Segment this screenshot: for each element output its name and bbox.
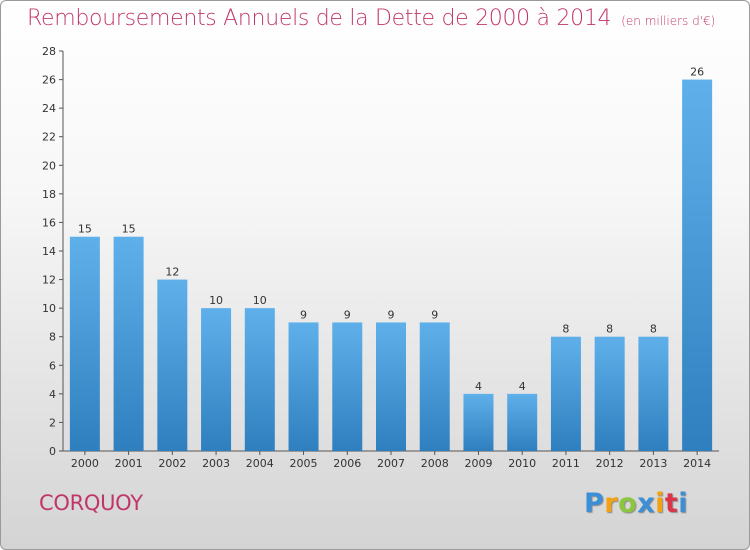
bar-2008 (419, 322, 450, 451)
logo-letter: P (584, 488, 605, 519)
bar-2010 (507, 393, 538, 451)
value-label: 9 (388, 308, 395, 321)
value-label: 26 (690, 66, 704, 79)
bar-2006 (332, 322, 363, 451)
value-label: 9 (300, 308, 307, 321)
bar-2001 (113, 236, 144, 451)
x-tick-label: 2009 (464, 457, 492, 470)
bar-2007 (376, 322, 406, 451)
value-label: 10 (253, 294, 267, 307)
x-tick-label: 2010 (508, 457, 536, 470)
proxiti-logo: Proxiti (584, 488, 688, 519)
chart-title: Remboursements Annuels de la Dette de 20… (27, 6, 715, 31)
x-tick-label: 2003 (202, 457, 230, 470)
bar-2003 (201, 308, 232, 451)
place-name: CORQUOY (39, 491, 143, 515)
x-tick-label: 2005 (290, 457, 318, 470)
y-tick-label: 28 (42, 45, 56, 58)
logo-letter: x (637, 488, 656, 519)
logo-letter: r (604, 488, 619, 519)
value-label: 8 (650, 323, 657, 336)
y-tick-label: 14 (42, 245, 56, 258)
logo-letter: i (678, 488, 689, 519)
value-label: 9 (431, 308, 438, 321)
y-tick-label: 22 (42, 131, 56, 144)
y-tick-label: 2 (49, 416, 56, 429)
value-label: 4 (519, 380, 526, 393)
x-tick-label: 2008 (421, 457, 449, 470)
bar-2009 (463, 393, 494, 451)
value-label: 15 (78, 223, 92, 236)
bar-2005 (288, 322, 319, 451)
data-labels: 15 15 12 10 10 9 9 9 9 4 4 8 8 8 26 (78, 66, 704, 393)
bar-2012 (594, 336, 625, 451)
bar-2013 (638, 336, 669, 451)
logo-letter: i (655, 488, 665, 519)
y-tick-label: 26 (42, 74, 56, 87)
value-label: 9 (344, 308, 351, 321)
value-label: 12 (165, 266, 179, 279)
y-tick-label: 12 (42, 274, 56, 287)
x-tick-label: 2012 (596, 457, 624, 470)
x-tick-label: 2014 (683, 457, 711, 470)
value-label: 15 (122, 223, 136, 236)
x-tick-label: 2006 (333, 457, 361, 470)
x-tick-label: 2007 (377, 457, 405, 470)
y-tick-label: 4 (49, 388, 56, 401)
y-tick-label: 16 (42, 216, 56, 229)
y-tick-label: 20 (42, 159, 56, 172)
x-tick-label: 2001 (115, 457, 143, 470)
bar-2004 (244, 308, 275, 451)
y-tick-label: 6 (49, 359, 56, 372)
value-label: 8 (562, 323, 569, 336)
x-tick-label: 2011 (552, 457, 580, 470)
bar-2014 (682, 79, 713, 452)
value-label: 10 (209, 294, 223, 307)
chart-title-main: Remboursements Annuels de la Dette de 20… (27, 6, 612, 31)
y-tick-label: 10 (42, 302, 56, 315)
y-tick-label: 24 (42, 102, 56, 115)
bars (69, 79, 713, 452)
x-axis: 2000 2001 2002 2003 2004 2005 2006 2007 2008 2009… (63, 450, 719, 470)
x-tick-label: 2013 (639, 457, 667, 470)
x-tick-label: 2004 (246, 457, 274, 470)
logo-letter: o (618, 488, 638, 519)
y-tick-label: 8 (49, 331, 56, 344)
x-tick-label: 2000 (71, 457, 99, 470)
bar-2002 (157, 279, 188, 451)
y-tick-label: 0 (49, 445, 56, 458)
value-label: 8 (606, 323, 613, 336)
bar-2000 (69, 236, 100, 451)
chart-title-unit: (en milliers d'€) (621, 14, 716, 28)
bar-2011 (550, 336, 581, 451)
x-tick-label: 2002 (158, 457, 186, 470)
y-tick-label: 18 (42, 188, 56, 201)
value-label: 4 (475, 380, 482, 393)
logo-letter: t (664, 488, 679, 519)
